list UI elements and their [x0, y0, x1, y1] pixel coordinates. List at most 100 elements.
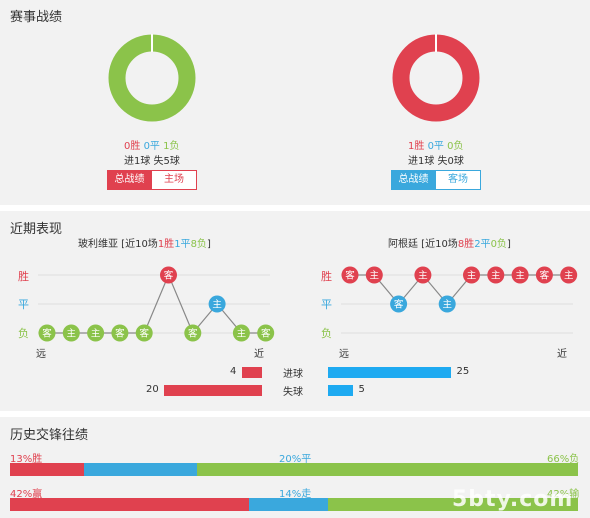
right-match-marker: 客: [341, 266, 359, 284]
left-match-marker: 主: [62, 324, 80, 342]
left-draws: 0平: [143, 141, 160, 152]
left-match-venue: 主: [67, 328, 77, 340]
left-match-venue: 客: [188, 328, 198, 340]
left-match-marker: 客: [38, 324, 56, 342]
left-axis-loss: 负: [18, 327, 29, 340]
right-axis-loss: 负: [321, 327, 332, 340]
right-match-marker: 主: [487, 266, 505, 284]
right-axis-draw: 平: [321, 298, 332, 311]
right-draws: 0平: [427, 141, 444, 152]
left-match-venue: 客: [261, 328, 271, 340]
record-title: 赛事战绩: [10, 10, 63, 25]
right-match-venue: 主: [418, 270, 428, 282]
right-match-marker: 主: [511, 266, 529, 284]
left-goals-for-value: 4: [230, 366, 237, 377]
right-goals-against-bar: [328, 385, 353, 396]
left-goals-against-value: 20: [146, 384, 159, 395]
left-goals-against-bar: [164, 385, 262, 396]
right-match-marker: 客: [390, 295, 408, 313]
left-match-marker: 主: [232, 324, 250, 342]
right-match-marker: 主: [560, 266, 578, 284]
left-match-marker: 客: [160, 266, 177, 284]
left-match-marker: 客: [135, 324, 153, 342]
left-record-donut: [108, 34, 196, 122]
right-axis-win: 胜: [321, 270, 332, 283]
tab-left-home[interactable]: 主场: [152, 170, 197, 190]
left-wins: 0胜: [124, 141, 141, 152]
history-loss-label: 66%负: [547, 454, 580, 465]
right-match-marker: 主: [414, 266, 432, 284]
right-recent-summary: 阿根廷 [近10场8胜2平0负]: [388, 239, 511, 250]
left-recent-summary: 玻利维亚 [近10场1胜1平8负]: [78, 239, 211, 250]
handicap-loss-segment: [328, 498, 578, 511]
right-match-venue: 客: [394, 299, 404, 311]
record-section: 赛事战绩 0胜 0平 1负 进1球 失5球 总战绩 主场 1胜 0平 0负 进1…: [0, 0, 590, 205]
right-wins: 1胜: [408, 141, 425, 152]
left-match-marker: 主: [208, 295, 226, 313]
left-match-venue: 主: [237, 328, 247, 340]
left-match-venue: 客: [42, 328, 52, 340]
left-match-marker: 客: [257, 324, 275, 342]
right-goals-line: 进1球 失0球: [408, 156, 464, 167]
history-win-segment: [10, 463, 84, 476]
left-match-venue: 客: [164, 270, 174, 282]
left-record-line: 0胜 0平 1负: [124, 137, 180, 152]
tab-left-total[interactable]: 总战绩: [107, 170, 152, 190]
left-axis-far: 远: [36, 349, 46, 360]
right-trend-line: [350, 274, 569, 305]
left-match-venue: 主: [91, 328, 101, 340]
history-loss-segment: [197, 463, 578, 476]
right-goals-against-value: 5: [358, 384, 365, 395]
history-draw-segment: [83, 463, 198, 476]
recent-section: 近期表现 玻利维亚 [近10场1胜1平8负] 阿根廷 [近10场8胜2平0负] …: [0, 211, 590, 411]
handicap-loss-label: 42%输: [547, 489, 580, 500]
right-record-donut: [392, 34, 480, 122]
left-match-marker: 客: [184, 324, 202, 342]
left-recent-trend: 客主主客客客客主主客: [38, 266, 275, 342]
right-record-line: 1胜 0平 0负: [408, 137, 464, 152]
left-axis-near: 近: [254, 349, 264, 360]
left-match-venue: 客: [139, 328, 149, 340]
handicap-win-segment: [10, 498, 249, 511]
right-match-marker: 主: [438, 295, 456, 313]
left-axis-draw: 平: [18, 298, 29, 311]
left-axis-win: 胜: [18, 270, 29, 283]
tab-right-total[interactable]: 总战绩: [391, 170, 436, 190]
watermark: 5bty.com: [452, 487, 574, 512]
left-losses: 1负: [163, 141, 180, 152]
recent-title: 近期表现: [10, 222, 63, 237]
right-axis-far: 远: [339, 349, 349, 360]
right-match-venue: 客: [345, 270, 355, 282]
right-tabs: 总战绩 客场: [391, 170, 481, 190]
right-match-marker: 主: [463, 266, 480, 284]
history-section: 历史交锋往绩 13%胜 20%平 66%负 42%赢 14%走 42%输 5bt…: [0, 417, 590, 518]
right-match-venue: 主: [491, 270, 501, 282]
handicap-bar: [10, 498, 578, 511]
tab-right-away[interactable]: 客场: [436, 170, 481, 190]
left-match-marker: 主: [87, 324, 105, 342]
right-match-marker: 客: [535, 266, 553, 284]
right-match-marker: 主: [365, 266, 383, 284]
right-match-venue: 主: [370, 270, 380, 282]
right-match-venue: 主: [442, 299, 452, 311]
right-losses: 0负: [447, 141, 464, 152]
left-trend-line: [47, 273, 266, 335]
right-match-venue: 主: [515, 270, 525, 282]
left-goals-line: 进1球 失5球: [124, 156, 180, 167]
right-match-venue: 主: [467, 270, 477, 282]
left-match-venue: 主: [212, 299, 222, 311]
right-goals-for-bar: [328, 367, 451, 378]
left-match-venue: 客: [115, 328, 125, 340]
right-match-venue: 客: [540, 270, 550, 282]
left-match-marker: 客: [111, 324, 129, 342]
right-axis-near: 近: [557, 349, 567, 360]
separator: [0, 205, 590, 211]
history-draw-label: 20%平: [279, 454, 312, 465]
separator: [0, 411, 590, 417]
history-title: 历史交锋往绩: [10, 428, 89, 443]
handicap-draw-segment: [248, 498, 329, 511]
handicap-win-label: 42%赢: [10, 489, 43, 500]
left-tabs: 总战绩 主场: [107, 170, 197, 190]
history-win-label: 13%胜: [10, 454, 43, 465]
history-wdl-bar: [10, 463, 578, 476]
